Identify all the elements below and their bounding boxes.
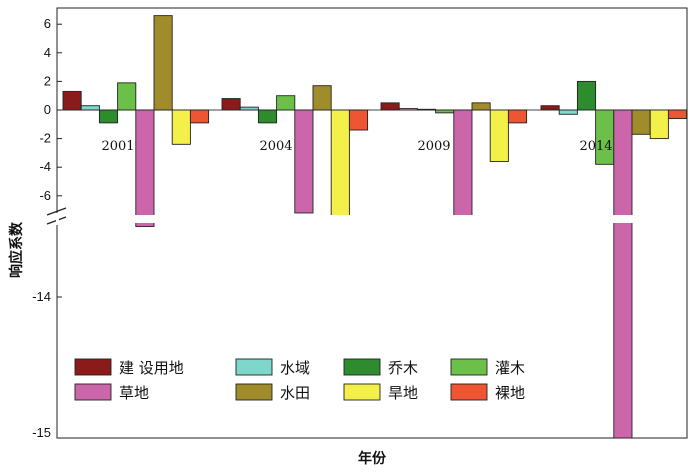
- bar: [330, 109, 350, 218]
- bar: [416, 108, 437, 111]
- bar: [62, 90, 82, 111]
- legend-label: 水域: [280, 359, 310, 377]
- legend-label: 水田: [280, 384, 310, 402]
- legend-label: 裸地: [495, 384, 525, 402]
- legend-swatch: [235, 358, 273, 376]
- bar: [117, 82, 137, 111]
- y-tick-label: 0: [44, 102, 51, 117]
- bar: [471, 102, 491, 111]
- bar: [171, 109, 191, 145]
- bar: [558, 109, 578, 115]
- bar: [667, 109, 688, 120]
- y-tick-label: 2: [44, 73, 51, 88]
- legend-swatch: [74, 383, 112, 401]
- bar: [380, 102, 400, 111]
- legend-swatch: [343, 383, 381, 401]
- y-tick-label: -15: [32, 425, 51, 440]
- bar: [189, 109, 210, 124]
- bar: [576, 80, 597, 111]
- legend-swatch: [450, 383, 488, 401]
- bar: [595, 109, 615, 165]
- y-tick-label: 6: [44, 16, 51, 31]
- bar: [276, 95, 296, 111]
- bar: [135, 109, 155, 227]
- bar: [398, 108, 418, 111]
- legend-label: 建 设用地: [119, 359, 184, 377]
- bar: [613, 109, 633, 439]
- break-axis-gap: [56, 213, 59, 225]
- bar: [294, 109, 314, 214]
- bar: [507, 109, 528, 124]
- legend-label: 草地: [119, 384, 149, 402]
- legend-label: 乔木: [388, 359, 418, 377]
- legend-swatch: [235, 383, 273, 401]
- legend-label: 旱地: [388, 384, 418, 402]
- bar: [489, 109, 509, 162]
- bar: [80, 105, 100, 111]
- bar: [221, 98, 241, 111]
- legend-swatch: [74, 358, 112, 376]
- y-tick-label: -6: [39, 188, 51, 203]
- category-label: 2009: [417, 139, 450, 154]
- y-tick-label: -14: [32, 289, 51, 304]
- legend-swatch: [450, 358, 488, 376]
- bar: [312, 85, 332, 111]
- y-tick-label: -4: [39, 159, 51, 174]
- y-axis-ticks: 6 4 2 0 -2 -4 -6 -14 -15: [32, 16, 62, 440]
- bar: [649, 109, 669, 140]
- bar: [631, 109, 651, 135]
- axis-break: [46, 207, 686, 225]
- break-gap: [58, 215, 686, 223]
- legend-label: 灌木: [495, 359, 525, 377]
- y-axis-title: 响应系数: [8, 221, 25, 278]
- bar: [540, 105, 560, 111]
- bar: [453, 109, 473, 218]
- bar: [257, 109, 278, 124]
- category-label: 2004: [259, 139, 292, 154]
- legend-swatch: [343, 358, 381, 376]
- bar: [435, 109, 455, 114]
- category-labels: 2001 2004 2009 2014: [101, 139, 612, 154]
- bar: [98, 109, 119, 124]
- y-tick-label: 4: [44, 45, 51, 60]
- x-axis-title: 年份: [358, 450, 387, 467]
- bars-layer: [62, 15, 688, 439]
- category-label: 2001: [101, 139, 134, 154]
- category-label: 2014: [579, 139, 612, 154]
- bar: [239, 106, 259, 111]
- y-tick-label: -2: [39, 131, 51, 146]
- bar: [153, 15, 173, 111]
- bar: [348, 109, 369, 131]
- break-slash: [46, 207, 67, 216]
